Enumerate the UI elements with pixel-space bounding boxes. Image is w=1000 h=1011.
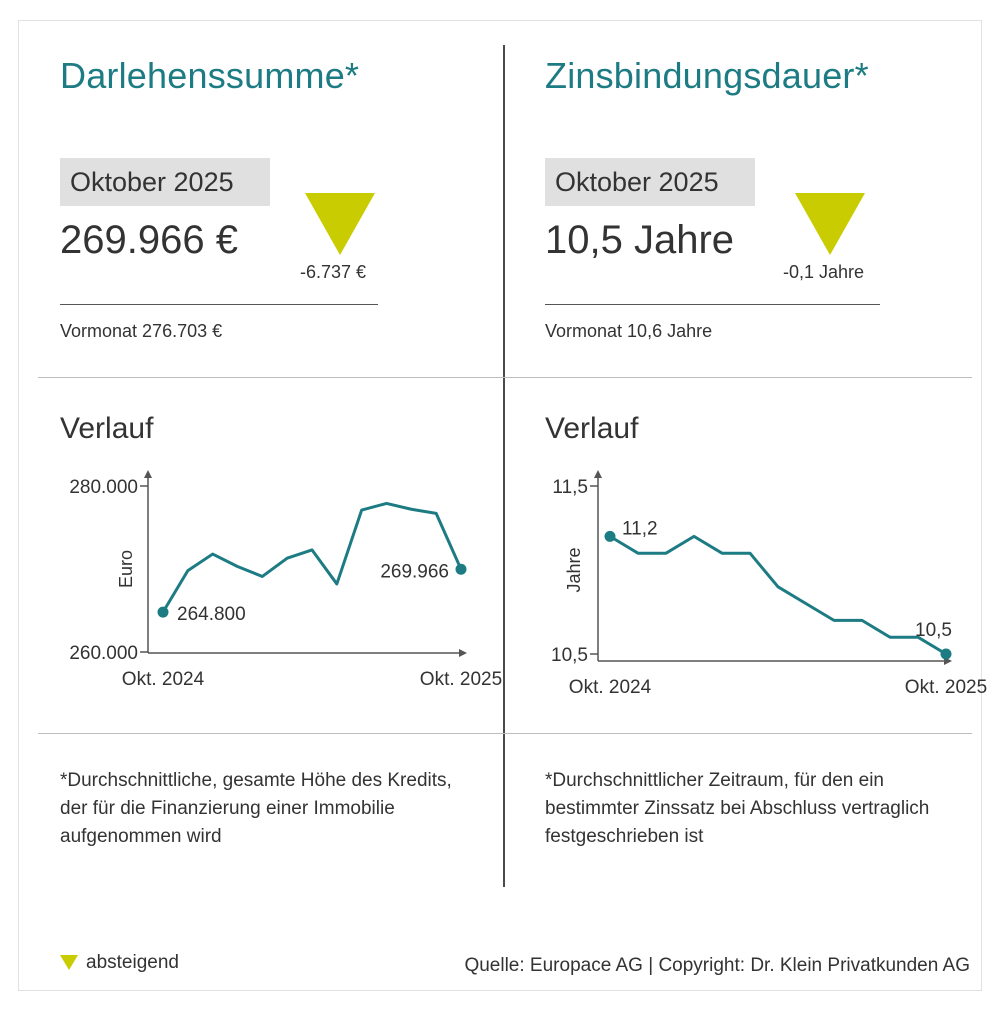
period-x-tick-label-start: Okt. 2024 [569,677,652,698]
loan-amount-down-arrow-icon [305,193,375,255]
period-data-label: 10,5 [915,620,952,641]
fixed-rate-period-down-arrow-icon [795,193,865,255]
loan-x-axis-arrow-icon [459,649,467,657]
loan-y-axis-label: Euro [116,550,136,588]
fixed-rate-period-separator [545,304,880,305]
loan-y-tick-label: 280.000 [69,477,138,498]
loan-point-marker [157,606,169,618]
legend-label: absteigend [86,952,179,973]
loan-amount-title: Darlehenssumme* [60,55,360,96]
column-divider [503,45,505,887]
loan-amount-history-chart: 260.000 280.000 Euro Okt. 2024 Okt. 2025 264.… [69,470,502,690]
period-point-marker [604,530,616,542]
loan-amount-month-badge: Oktober 2025 [60,158,270,206]
fixed-rate-period-delta: -0,1 Jahre [783,262,865,282]
period-y-axis-label: Jahre [564,547,584,592]
period-series-line [609,534,947,656]
loan-amount-history-heading: Verlauf [60,412,154,445]
fixed-rate-period-history-chart: 10,5 11,5 Jahre Okt. 2024 Okt. 2025 11,2 10,5 [551,470,987,698]
legend: absteigend [60,952,179,974]
section-divider-top [38,377,972,378]
loan-y-axis-arrow-icon [144,470,152,478]
loan-series-line [161,501,463,613]
loan-amount-separator [60,304,378,305]
period-y-tick-label: 10,5 [551,645,588,666]
fixed-rate-period-history-heading: Verlauf [545,412,639,445]
fixed-rate-period-previous-month: Vormonat 10,6 Jahre [545,321,713,341]
loan-y-tick-label: 260.000 [69,643,138,664]
loan-x-tick-label-start: Okt. 2024 [122,669,205,690]
loan-amount-previous-month: Vormonat 276.703 € [60,321,223,341]
fixed-rate-period-month-badge: Oktober 2025 [545,158,755,206]
loan-data-label: 264.800 [177,604,246,625]
infographic-frame [18,20,982,991]
loan-x-tick-label-end: Okt. 2025 [420,669,502,690]
period-x-tick-label-end: Okt. 2025 [905,677,987,698]
loan-data-label: 269.966 [380,561,449,582]
period-y-tick-label: 11,5 [552,477,588,498]
source-copyright: Quelle: Europace AG | Copyright: Dr. Kle… [464,955,970,976]
period-y-axis-arrow-icon [594,470,602,478]
loan-amount-value: 269.966 € [60,218,238,262]
loan-amount-footnote: *Durchschnittliche, gesamte Höhe des Kre… [60,770,452,847]
fixed-rate-period-value: 10,5 Jahre [545,218,735,262]
period-data-label: 11,2 [622,518,658,539]
loan-amount-delta: -6.737 € [300,262,367,282]
fixed-rate-period-footnote: *Durchschnittlicher Zeitraum, für den ei… [545,770,930,847]
fixed-rate-period-title: Zinsbindungsdauer* [545,55,869,96]
legend-down-triangle-icon [60,955,78,971]
section-divider-bottom [38,733,972,734]
period-point-marker [940,648,952,660]
loan-point-marker [455,563,467,575]
